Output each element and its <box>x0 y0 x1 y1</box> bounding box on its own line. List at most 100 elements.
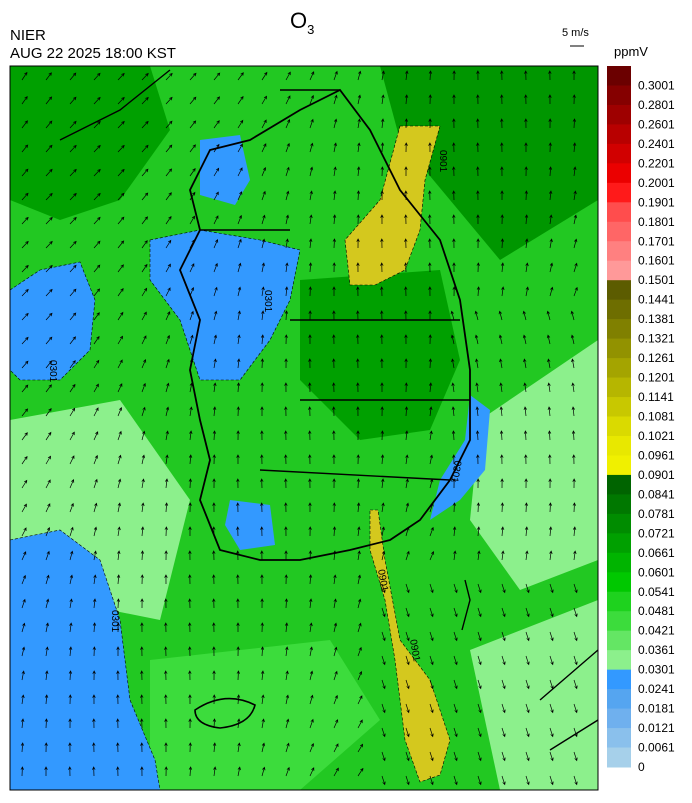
wind-arrow <box>333 142 337 153</box>
wind-arrow <box>260 550 264 561</box>
wind-arrow <box>333 70 338 81</box>
wind-arrow <box>548 478 552 489</box>
wind-arrow <box>260 574 264 585</box>
wind-arrow <box>261 119 267 129</box>
colorbar-cell <box>607 455 631 476</box>
wind-arrow <box>140 718 144 729</box>
wind-arrow <box>332 286 336 297</box>
wind-arrow <box>333 166 337 177</box>
wind-arrow <box>309 118 314 129</box>
wind-arrow <box>188 670 192 681</box>
wind-arrow <box>405 502 410 513</box>
wind-arrow <box>69 360 76 369</box>
wind-arrow <box>261 310 265 321</box>
wind-arrow <box>573 607 578 618</box>
wind-arrow <box>453 583 458 594</box>
wind-arrow <box>212 742 217 753</box>
wind-arrow <box>285 71 291 81</box>
ozone-low-area <box>200 135 250 205</box>
wind-arrow <box>117 264 124 273</box>
colorbar-cell <box>607 747 631 768</box>
wind-arrow <box>141 335 147 345</box>
wind-arrow <box>237 191 243 201</box>
wind-arrow <box>547 358 551 369</box>
wind-arrow <box>548 526 553 537</box>
boundary <box>59 69 470 481</box>
wind-arrow <box>404 286 408 297</box>
wind-arrow <box>573 286 578 297</box>
wind-arrow <box>524 214 529 225</box>
wind-arrow <box>525 583 530 594</box>
wind-arrow <box>21 503 27 513</box>
contour-label: 0901 <box>437 150 448 173</box>
wind-arrow <box>116 598 121 609</box>
wind-arrow <box>68 694 72 705</box>
wind-arrow <box>476 142 480 153</box>
wind-arrow <box>117 550 121 561</box>
wind-arrow <box>237 167 243 177</box>
wind-arrow <box>213 143 220 153</box>
colorbar-label: 0.0061 <box>638 741 675 755</box>
wind-arrow <box>117 430 122 441</box>
wind-arrow <box>21 288 29 297</box>
wind-arrow <box>357 598 362 609</box>
wind-arrow <box>357 719 363 729</box>
wind-arrow <box>212 478 216 489</box>
wind-arrow <box>285 142 290 153</box>
wind-arrow <box>21 622 26 633</box>
wind-arrow <box>380 214 384 225</box>
colorbar-label: 0.0541 <box>638 585 675 599</box>
wind-arrow <box>548 118 552 129</box>
wind-arrow <box>284 382 288 393</box>
wind-arrow <box>308 310 312 321</box>
wind-arrow <box>357 671 363 681</box>
wind-arrow <box>213 239 219 249</box>
ozone-low-area <box>10 529 161 790</box>
wind-arrow <box>93 264 101 273</box>
wind-arrow <box>237 238 242 249</box>
wind-arrow <box>140 766 144 777</box>
wind-arrow <box>140 694 144 705</box>
wind-arrow <box>116 646 120 657</box>
wind-arrow <box>69 192 77 201</box>
wind-arrow <box>549 703 554 714</box>
wind-arrow <box>188 766 193 777</box>
wind-arrow <box>117 406 123 417</box>
wind-arrow <box>547 430 552 441</box>
wind-arrow <box>501 727 506 738</box>
green-area <box>150 640 380 790</box>
wind-arrow <box>308 358 312 369</box>
colorbar-cell <box>607 494 631 515</box>
colorbar-label: 0.1901 <box>638 195 675 209</box>
wind-arrow <box>189 382 193 393</box>
wind-arrow <box>357 622 362 633</box>
wind-arrow <box>21 384 29 393</box>
wind-arrow <box>522 310 527 321</box>
wind-arrow <box>285 766 290 777</box>
wind-arrow <box>141 96 149 105</box>
wind-arrow <box>523 382 527 393</box>
wind-arrow <box>69 72 77 81</box>
wind-arrow <box>140 598 144 609</box>
wind-arrow <box>21 455 28 465</box>
wind-arrow <box>381 631 386 642</box>
wind-arrow <box>429 727 434 738</box>
colorbar-label: 0.1801 <box>638 215 675 229</box>
wind-arrow <box>189 215 195 225</box>
wind-arrow <box>165 287 171 297</box>
wind-arrow <box>141 430 146 441</box>
wind-arrow <box>476 70 480 81</box>
wind-arrow <box>333 719 339 729</box>
wind-arrow <box>285 238 289 249</box>
wind-arrow <box>140 550 145 561</box>
wind-arrow <box>45 526 51 537</box>
wind-arrow <box>117 120 125 129</box>
wind-arrow <box>475 406 479 417</box>
wind-arrow <box>404 382 408 393</box>
wind-arrow <box>236 550 240 561</box>
wind-arrow <box>500 262 505 273</box>
wind-field <box>20 70 578 786</box>
wind-arrow <box>405 550 410 561</box>
wind-arrow <box>141 359 147 369</box>
wind-arrow <box>429 551 435 561</box>
